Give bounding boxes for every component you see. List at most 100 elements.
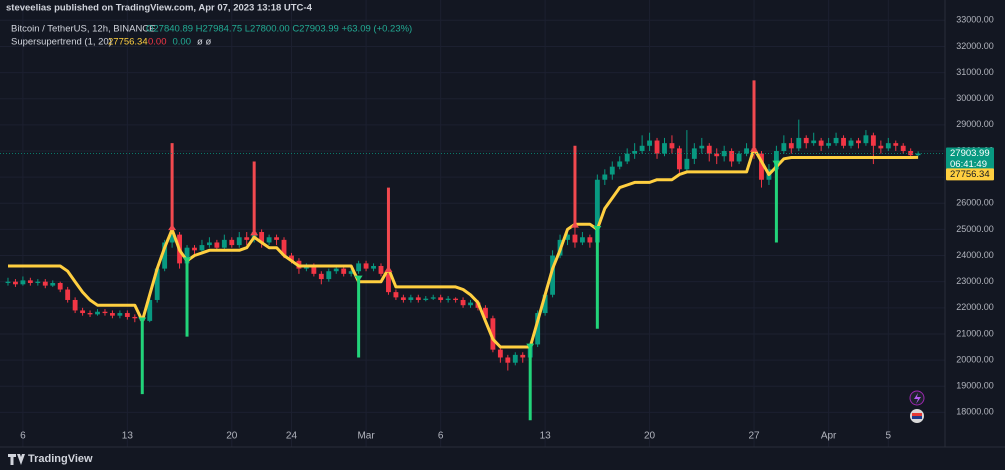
price-label: 27903.99 [950,148,990,159]
candle-body [50,282,56,286]
candle-body [863,135,869,144]
candle-body [550,255,556,295]
candle-body [900,145,906,151]
ohlc: O27840.89 H27984.75 L27800.00 C27903.99 … [146,24,412,35]
candle-body [490,318,496,350]
candle-body [199,245,205,251]
candle-body [520,354,526,358]
y-tick-label: 20000.00 [956,354,994,364]
y-tick-label: 26000.00 [956,198,994,208]
icon-lightning-glyph [914,393,921,404]
countdown: 06:41:49 [950,159,987,170]
candle-body [95,311,100,315]
indicator-extra: 0.00 [173,37,192,48]
candle-body [236,237,242,246]
x-tick-label: 6 [438,431,444,442]
candle-body [460,299,466,306]
y-tick-label: 22000.00 [956,302,994,312]
candle-body [497,349,503,358]
candle-body [572,234,578,243]
y-tick-label: 19000.00 [956,381,994,391]
candle-body [266,237,272,243]
candle-body [729,150,735,162]
candle-body [841,137,846,146]
candle-body [214,242,220,248]
signal-arrow-head [138,317,147,324]
candle-body [20,280,26,285]
candle-body [289,255,294,261]
candle-body [229,239,235,246]
candle-body [669,143,675,149]
indicator-extras: 0.00 0.00 ø ø [148,37,211,48]
indicator-name: Supersupertrend (1, 20) [11,37,112,48]
signal-arrow-head [593,226,602,233]
candle-body [147,299,153,321]
candle-body [714,153,720,157]
supertrend-line [8,146,919,349]
candle-body [154,268,160,300]
candle-body [393,292,399,298]
candle-body [5,281,11,283]
candle-body [512,354,518,363]
candle-body [885,143,891,149]
candle-body [483,307,488,319]
candle-body [535,313,541,345]
candle-body [594,179,600,243]
candle-body [662,143,667,154]
candle-body [110,313,115,316]
signal-arrow-head [354,275,363,282]
candle-body [468,302,473,306]
signal-arrow-head [750,145,759,152]
candle-body [378,265,384,274]
candle-body [57,282,63,290]
brand-logo [8,454,25,465]
signal-arrow-head [772,160,781,167]
candle-body [117,313,123,316]
candle-body [408,297,414,300]
icon-flag-stripe [912,413,922,416]
candle-body [580,237,585,243]
x-tick-label: 27 [748,431,760,442]
candle-body [684,158,690,170]
candle-body [423,298,429,300]
candle-body [333,268,339,272]
x-tick-label: Apr [821,431,837,442]
y-tick-label: 18000.00 [956,407,994,417]
candle-body [244,237,250,240]
candle-body [856,140,861,144]
candle-body [274,237,279,240]
candle-body [788,143,794,149]
y-tick-label: 31000.00 [956,67,994,77]
candle-body [870,135,876,146]
candle-body [759,153,764,180]
y-tick-label: 23000.00 [956,276,994,286]
icon-flag-stripe [912,416,922,419]
candle-body [781,143,787,151]
signal-arrow-head [570,221,579,228]
candle-body [893,143,899,146]
candle-body [184,247,190,264]
candle-body [438,297,444,300]
candle-body [706,145,712,154]
candle-body [13,281,18,285]
candle-body [400,297,406,300]
x-tick-label: 13 [540,431,552,442]
candle-body [132,316,138,319]
plot [0,80,945,421]
candle-body [169,234,175,243]
y-tick-label: 30000.00 [956,93,994,103]
y-tick-label: 24000.00 [956,250,994,260]
candle-body [505,357,511,363]
candle-body [80,310,86,314]
candle-body [35,281,41,283]
candle-body [632,150,638,154]
y-tick-label: 32000.00 [956,41,994,51]
candle-body [624,153,630,162]
candle-body [415,297,421,300]
candle-body [617,161,623,167]
candle-body [773,150,779,170]
candle-body [676,148,682,170]
signal-arrow-head [250,229,259,236]
